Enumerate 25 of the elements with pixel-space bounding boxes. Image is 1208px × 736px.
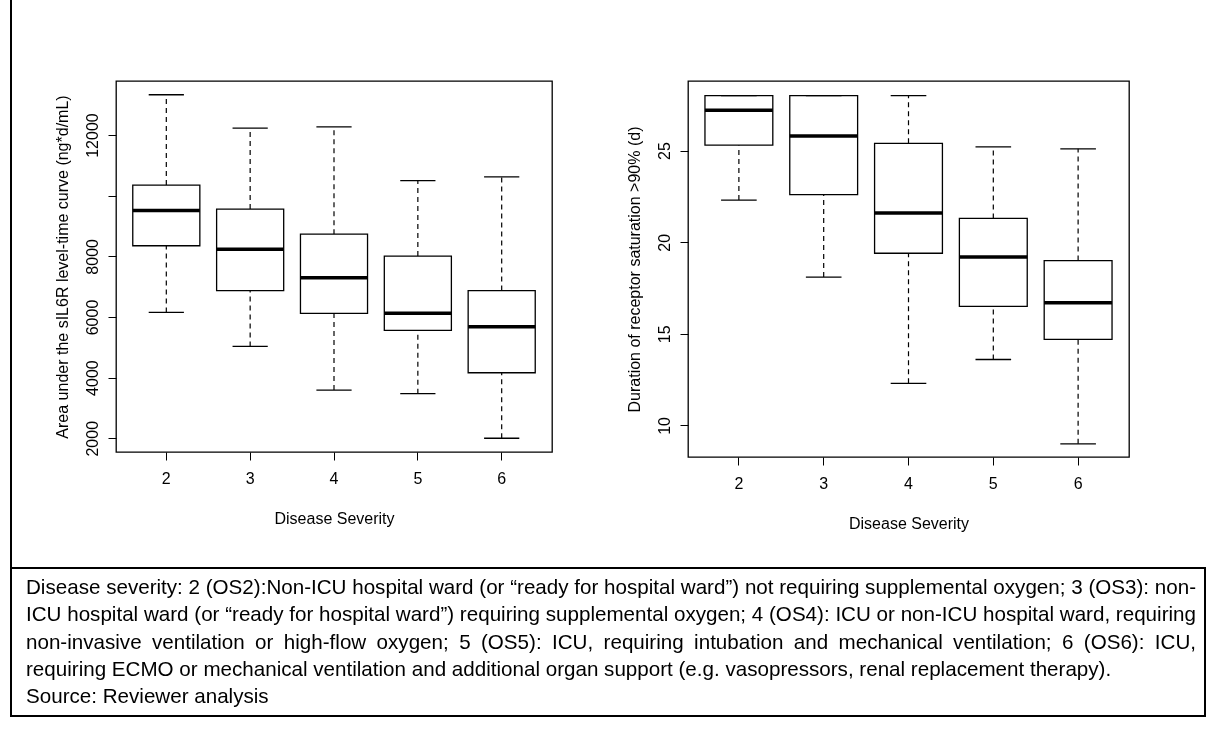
y-tick-label: 25	[655, 142, 673, 161]
y-axis-title: Duration of receptor saturation >90% (d)	[625, 126, 643, 413]
y-tick-label: 4000	[83, 360, 101, 396]
y-tick-label: 8000	[83, 238, 101, 275]
y-tick-label: 6000	[83, 299, 101, 336]
y-tick-label: 12000	[83, 113, 101, 158]
y-tick-label: 10	[655, 416, 673, 435]
x-tick-label: 5	[413, 469, 423, 487]
source-note: Source: Reviewer analysis	[26, 683, 270, 710]
y-tick-label: 15	[655, 325, 673, 344]
y-tick-label: 2000	[83, 420, 101, 457]
x-tick-label: 6	[1073, 474, 1083, 492]
x-tick-label: 4	[329, 469, 339, 487]
text: Disease severity: 2 (OS2):Non-ICU hospital ward (or “ready for hospital ward”) not requiring supplemental oxygen; 3 (OS3): non-ICU hospital ward (or “ready for hospital ward”) requiring supplemental oxygen; 4 (OS4): ICU or non-ICU hospital ward, requiring non-invasive ventilation or high-flow oxygen; 5 (OS5): ICU, requiring intubation and mechanical ventilation; 6 (OS6): ICU, requiring ECMO or mechanical ventilation and additional organ support (e.g. vasopressors, renal replacement therapy).	[26, 574, 1196, 682]
x-tick-label: 3	[245, 469, 255, 487]
x-tick-label: 4	[904, 474, 914, 492]
x-tick-label: 2	[161, 469, 171, 487]
x-tick-label: 2	[734, 474, 744, 492]
x-tick-label: 6	[497, 469, 507, 487]
x-axis-title: Disease Severity	[848, 514, 970, 532]
y-tick-label: 20	[655, 233, 673, 252]
x-axis-title: Disease Severity	[274, 509, 395, 527]
x-tick-label: 3	[819, 474, 829, 492]
y-axis-title: Area under the sIL6R level-time curve (ng*d/mL)	[53, 95, 71, 439]
x-tick-label: 5	[988, 474, 998, 492]
